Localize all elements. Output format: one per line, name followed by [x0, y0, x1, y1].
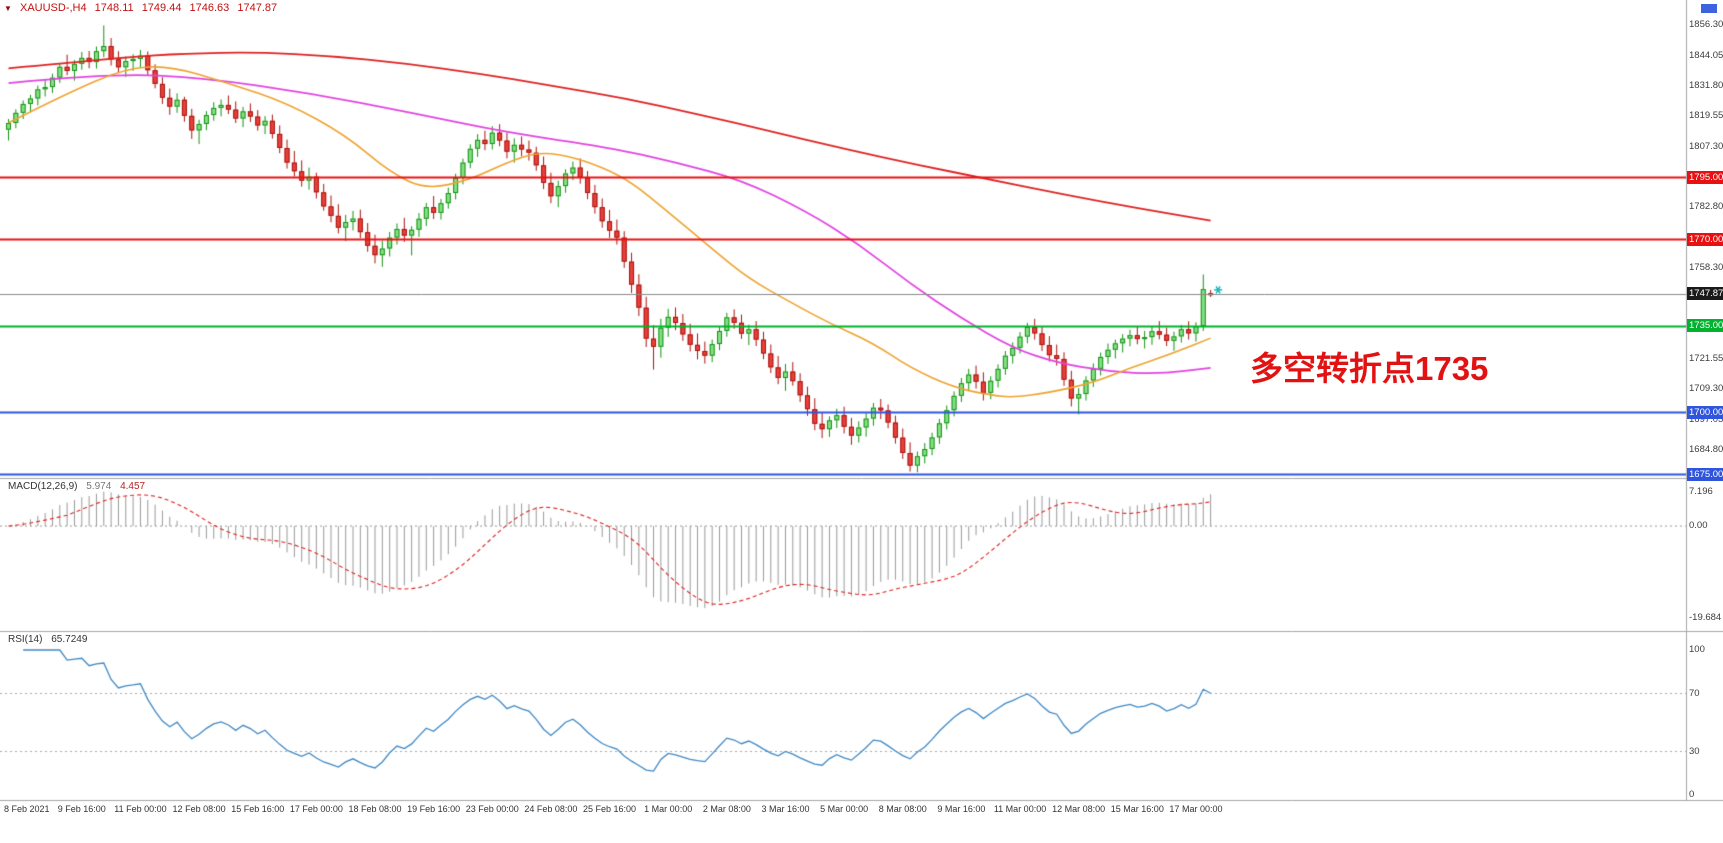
price-axis-label: 1856.30: [1689, 19, 1723, 31]
annotation-text: 多空转折点1735: [1250, 350, 1489, 387]
price-axis-label: 1782.80: [1689, 201, 1723, 213]
time-axis-label: 19 Feb 16:00: [407, 804, 461, 814]
price-axis-badge: 1675.00: [1687, 467, 1723, 481]
symbol-dropdown-icon[interactable]: ▼: [4, 4, 12, 13]
price-axis-label: 1844.05: [1689, 49, 1723, 61]
time-axis-label: 18 Feb 08:00: [348, 804, 402, 814]
rsi-label: RSI(14): [8, 634, 43, 645]
price-axis[interactable]: 1856.30 1844.05 1831.80 1819.55 1807.30 1782.…: [1687, 0, 1723, 800]
time-axis-label: 3 Mar 16:00: [761, 804, 810, 814]
scroll-marker[interactable]: [1701, 4, 1717, 13]
time-axis-label: 15 Feb 16:00: [231, 804, 285, 814]
ohlc-open: 1748.11: [94, 2, 134, 14]
price-axis-label: 1758.30: [1689, 262, 1723, 274]
price-axis-badge: 1770.00: [1687, 232, 1723, 246]
time-axis-label: 1 Mar 00:00: [644, 804, 693, 814]
macd-axis-label: -19.684: [1689, 612, 1722, 624]
price-axis-badge: 1747.87: [1687, 287, 1723, 301]
time-axis-label: 11 Feb 00:00: [114, 804, 167, 814]
ohlc-low: 1746.63: [189, 2, 230, 14]
chart-title-overlay: ▼ XAUUSD-,H4 1748.11 1749.44 1746.63 174…: [4, 2, 282, 14]
rsi-axis-label: 70: [1689, 687, 1700, 699]
price-axis-badge: 1795.00: [1687, 170, 1723, 184]
rsi-axis-label: 0: [1689, 789, 1695, 800]
time-axis-label: 8 Feb 2021: [4, 804, 50, 814]
time-axis-label: 24 Feb 08:00: [524, 804, 578, 814]
price-axis-label: 1807.30: [1689, 140, 1723, 152]
time-axis-label: 12 Mar 08:00: [1052, 804, 1106, 814]
macd-axis-label: 0.00: [1689, 520, 1708, 532]
time-axis-label: 17 Mar 00:00: [1169, 804, 1223, 814]
macd-main-value: 5.974: [86, 481, 112, 492]
macd-axis-label: 7.196: [1689, 486, 1713, 498]
rsi-axis-label: 100: [1689, 644, 1705, 655]
rsi-axis-label: 30: [1689, 745, 1700, 757]
price-axis-label: 1697.05: [1689, 413, 1723, 425]
time-axis-label: 15 Mar 16:00: [1110, 804, 1164, 814]
macd-signal-value: 4.457: [120, 481, 146, 492]
macd-indicator-header: MACD(12,26,9) 5.974 4.457: [8, 481, 151, 492]
symbol-and-timeframe: XAUUSD-,H4: [19, 2, 87, 14]
time-axis-label: 9 Feb 16:00: [57, 804, 106, 814]
rsi-value: 65.7249: [51, 634, 88, 645]
time-axis-label: 23 Feb 00:00: [465, 804, 519, 814]
time-axis-label: 2 Mar 08:00: [702, 804, 751, 814]
ohlc-high: 1749.44: [141, 2, 182, 14]
price-axis-label: 1684.80: [1689, 444, 1723, 456]
macd-label: MACD(12,26,9): [8, 481, 78, 492]
price-axis-label: 1831.80: [1689, 80, 1723, 92]
price-axis-label: 1819.55: [1689, 110, 1723, 122]
price-axis-badge: 1735.00: [1687, 319, 1723, 333]
ohlc-close: 1747.87: [237, 2, 278, 14]
time-axis-label: 11 Mar 00:00: [993, 804, 1047, 814]
time-axis-label: 8 Mar 08:00: [878, 804, 927, 814]
price-axis-badge: 1700.00: [1687, 405, 1723, 419]
time-axis-label: 5 Mar 00:00: [820, 804, 869, 814]
time-axis-label: 12 Feb 08:00: [172, 804, 226, 814]
time-axis-label: 17 Feb 00:00: [289, 804, 343, 814]
price-axis-label: 1709.30: [1689, 383, 1723, 395]
price-axis-label: 1721.55: [1689, 353, 1723, 365]
rsi-indicator-header: RSI(14) 65.7249: [8, 634, 93, 645]
time-axis-label: 25 Feb 16:00: [583, 804, 637, 814]
time-axis[interactable]: 8 Feb 2021 9 Feb 16:00 11 Feb 00:00 12 Feb …: [0, 801, 1723, 823]
time-axis-label: 9 Mar 16:00: [937, 804, 986, 814]
